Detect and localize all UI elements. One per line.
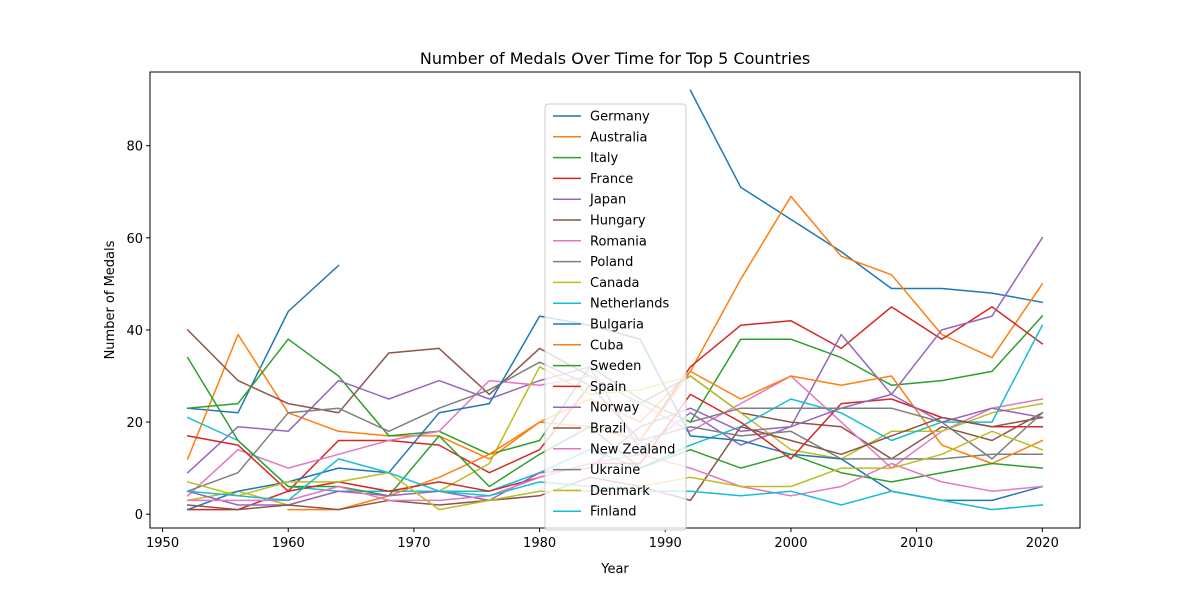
- series-line-germany: [186, 89, 1044, 414]
- legend-label: France: [590, 172, 633, 187]
- x-tick-label: 1970: [397, 536, 430, 551]
- legend: Germany Australia Italy France Japan Hungary R…: [544, 103, 687, 531]
- legend-label: New Zealand: [590, 442, 675, 457]
- legend-label: Germany: [590, 110, 650, 125]
- x-tick-label: 2020: [1026, 536, 1059, 551]
- legend-label: Poland: [590, 255, 633, 270]
- legend-label: Cuba: [590, 338, 624, 353]
- legend-label: Finland: [590, 505, 636, 520]
- y-tick-label: 0: [135, 508, 143, 523]
- legend-label: Bulgaria: [590, 318, 644, 333]
- legend-label: Norway: [590, 401, 640, 416]
- chart-title: Number of Medals Over Time for Top 5 Cou…: [420, 49, 810, 68]
- legend-label: Spain: [590, 380, 626, 395]
- legend-label: Sweden: [590, 359, 641, 374]
- x-axis: 1950 1960 1970 1980 1990 2000 2010 2020: [146, 528, 1059, 551]
- legend-label: Denmark: [590, 484, 650, 499]
- legend-label: Australia: [590, 130, 648, 145]
- y-tick-label: 40: [126, 324, 143, 339]
- y-tick-label: 60: [126, 232, 143, 247]
- legend-label: Romania: [590, 234, 647, 249]
- x-tick-label: 1990: [649, 536, 682, 551]
- legend-label: Italy: [590, 151, 619, 166]
- x-tick-label: 2010: [900, 536, 933, 551]
- x-tick-label: 2000: [774, 536, 807, 551]
- x-tick-label: 1960: [272, 536, 305, 551]
- legend-label: Netherlands: [590, 297, 669, 312]
- y-tick-label: 20: [126, 416, 143, 431]
- legend-label: Japan: [589, 193, 626, 208]
- legend-label: Ukraine: [590, 463, 640, 478]
- x-axis-title: Year: [600, 562, 629, 577]
- series-line-ukraine: [689, 407, 1044, 460]
- legend-label: Brazil: [590, 422, 626, 437]
- x-tick-label: 1950: [146, 536, 179, 551]
- y-axis: 0 20 40 60 80: [126, 140, 150, 523]
- legend-label: Hungary: [590, 214, 646, 229]
- y-tick-label: 80: [126, 140, 143, 155]
- y-axis-title: Number of Medals: [103, 240, 118, 359]
- x-tick-label: 1980: [523, 536, 556, 551]
- legend-box: [544, 103, 687, 531]
- legend-label: Canada: [590, 276, 639, 291]
